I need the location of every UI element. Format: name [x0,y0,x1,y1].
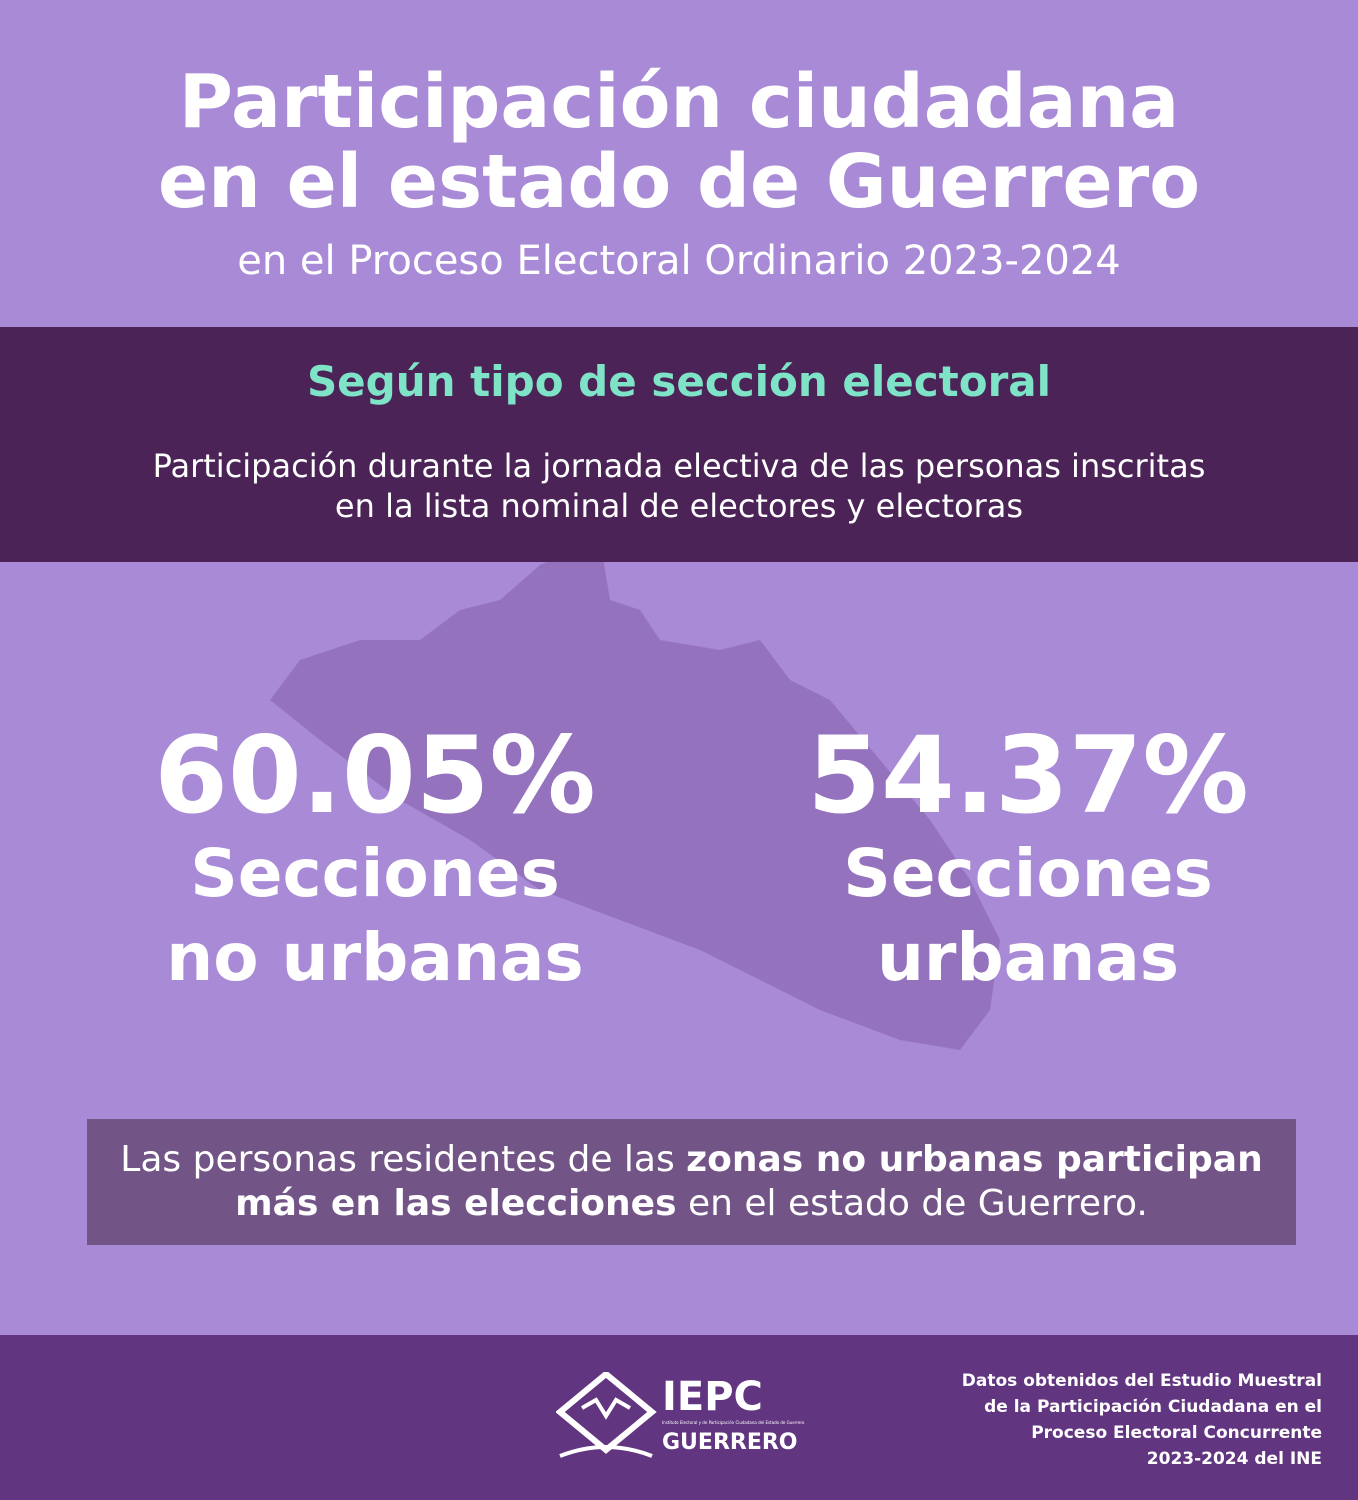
logo-mark [556,1372,657,1454]
note: Las personas residentes de las zonas no … [87,1119,1296,1245]
title-line: Participación ciudadana [178,59,1180,145]
source: Datos obtenidos del Estudio Muestral de … [962,1368,1322,1472]
band-text: Participación durante la jornada electiv… [152,447,1206,485]
logo: IEPC Instituto Electoral y de Participac… [556,1372,805,1458]
stat-value: 60.05% [154,714,596,837]
note-segment: Las personas residentes de las [120,1139,687,1180]
note-segment: zonas no urbanas participan más en las e… [235,1139,1263,1224]
source-line: de la Participación Ciudadana en el [984,1397,1322,1417]
note-segment: en el estado de Guerrero. [676,1183,1148,1224]
stat-label: Secciones [843,835,1213,912]
source-line: Proceso Electoral Concurrente [1031,1423,1322,1443]
logo-state: GUERRERO [662,1430,798,1455]
source-line: 2023-2024 del INE [1146,1449,1322,1469]
stat-label: urbanas [876,919,1180,996]
band-heading: Según tipo de sección electoral [306,357,1052,406]
stat: 54.37% Secciones urbanas [748,720,1308,1000]
source-line: Datos obtenidos del Estudio Muestral [961,1371,1322,1391]
stat: 60.05% Secciones no urbanas [95,720,655,1000]
title-line: en el estado de Guerrero [157,139,1201,225]
footer [0,1335,1358,1500]
logo-name: IEPC [662,1374,763,1420]
band-text: en la lista nominal de electores y elect… [334,487,1024,525]
stat-label: no urbanas [166,919,584,996]
logo-mark [581,1397,631,1420]
stat-value: 54.37% [807,714,1249,837]
subtitle: en el Proceso Electoral Ordinario 2023-2… [237,238,1121,284]
logo-full-name: Instituto Electoral y de Participación C… [662,1420,805,1425]
band [0,327,1358,562]
logo-mark [559,1445,653,1458]
stat-label: Secciones [190,835,560,912]
note-text: Las personas residentes de las zonas no … [107,1138,1276,1226]
